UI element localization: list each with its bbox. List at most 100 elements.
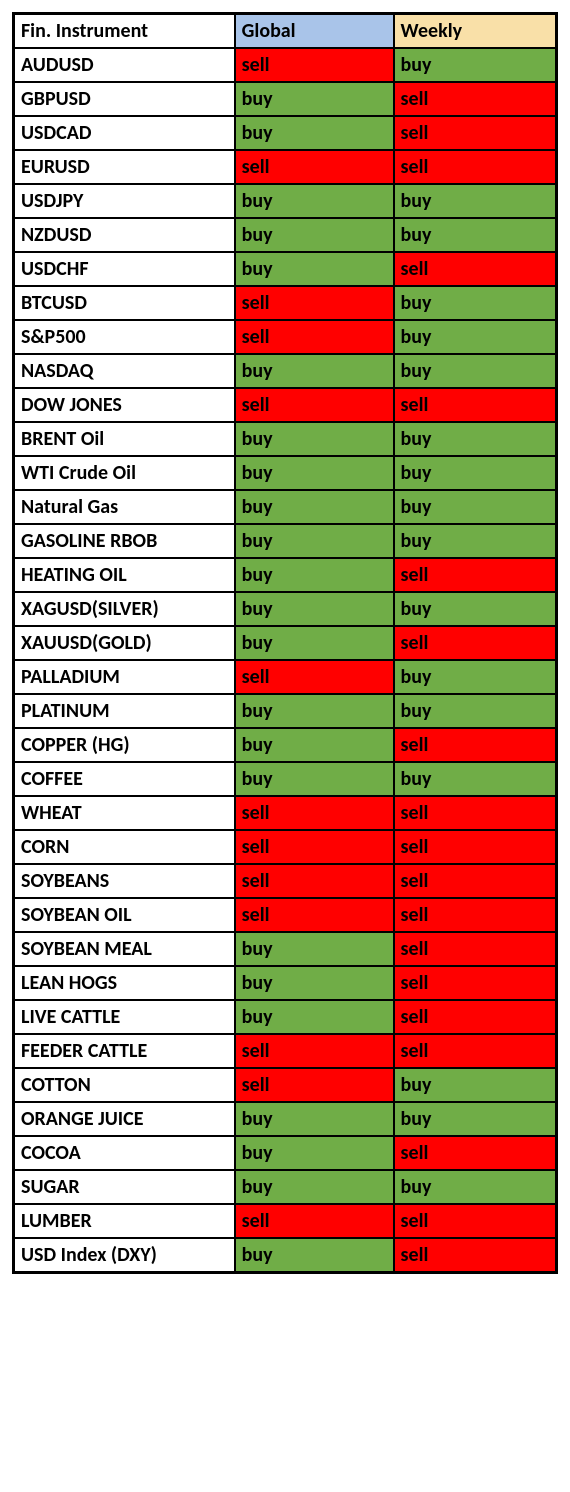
weekly-signal-cell: sell [394, 1034, 557, 1068]
weekly-signal-cell: sell [394, 898, 557, 932]
instrument-cell: LIVE CATTLE [14, 1000, 235, 1034]
instrument-cell: XAGUSD(SILVER) [14, 592, 235, 626]
table-row: BTCUSDsellbuy [14, 286, 557, 320]
table-row: DOW JONESsellsell [14, 388, 557, 422]
table-row: LEAN HOGSbuysell [14, 966, 557, 1000]
instrument-cell: HEATING OIL [14, 558, 235, 592]
table-row: S&P500sellbuy [14, 320, 557, 354]
table-row: NZDUSDbuybuy [14, 218, 557, 252]
table-row: Natural Gasbuybuy [14, 490, 557, 524]
table-row: SOYBEAN OILsellsell [14, 898, 557, 932]
global-signal-cell: buy [235, 592, 394, 626]
instrument-cell: SOYBEANS [14, 864, 235, 898]
global-signal-cell: sell [235, 48, 394, 82]
table-row: USD Index (DXY)buysell [14, 1238, 557, 1273]
table-row: BRENT Oilbuybuy [14, 422, 557, 456]
instrument-cell: WTI Crude Oil [14, 456, 235, 490]
table-row: XAUUSD(GOLD)buysell [14, 626, 557, 660]
table-row: XAGUSD(SILVER)buybuy [14, 592, 557, 626]
global-signal-cell: buy [235, 1136, 394, 1170]
weekly-signal-cell: sell [394, 796, 557, 830]
global-signal-cell: sell [235, 1034, 394, 1068]
weekly-signal-cell: sell [394, 1000, 557, 1034]
table-row: WTI Crude Oilbuybuy [14, 456, 557, 490]
global-signal-cell: buy [235, 456, 394, 490]
global-signal-cell: buy [235, 116, 394, 150]
table-row: COCOAbuysell [14, 1136, 557, 1170]
table-row: ORANGE JUICEbuybuy [14, 1102, 557, 1136]
table-row: COFFEEbuybuy [14, 762, 557, 796]
global-signal-cell: buy [235, 422, 394, 456]
weekly-signal-cell: buy [394, 660, 557, 694]
table-row: NASDAQbuybuy [14, 354, 557, 388]
instrument-cell: LEAN HOGS [14, 966, 235, 1000]
global-signal-cell: buy [235, 1000, 394, 1034]
table-row: SUGARbuybuy [14, 1170, 557, 1204]
instrument-cell: COCOA [14, 1136, 235, 1170]
global-signal-cell: sell [235, 150, 394, 184]
global-signal-cell: buy [235, 252, 394, 286]
weekly-signal-cell: buy [394, 1102, 557, 1136]
col-header-global: Global [235, 14, 394, 49]
weekly-signal-cell: sell [394, 932, 557, 966]
weekly-signal-cell: sell [394, 150, 557, 184]
instrument-cell: USDJPY [14, 184, 235, 218]
weekly-signal-cell: buy [394, 184, 557, 218]
instrument-cell: PALLADIUM [14, 660, 235, 694]
instrument-cell: PLATINUM [14, 694, 235, 728]
weekly-signal-cell: buy [394, 456, 557, 490]
weekly-signal-cell: sell [394, 864, 557, 898]
weekly-signal-cell: sell [394, 1136, 557, 1170]
global-signal-cell: sell [235, 796, 394, 830]
table-row: SOYBEAN MEALbuysell [14, 932, 557, 966]
global-signal-cell: buy [235, 932, 394, 966]
table-header-row: Fin. Instrument Global Weekly [14, 14, 557, 49]
instrument-cell: BRENT Oil [14, 422, 235, 456]
col-header-instrument: Fin. Instrument [14, 14, 235, 49]
global-signal-cell: sell [235, 320, 394, 354]
global-signal-cell: sell [235, 830, 394, 864]
global-signal-cell: buy [235, 1170, 394, 1204]
instrument-cell: CORN [14, 830, 235, 864]
instrument-cell: SOYBEAN OIL [14, 898, 235, 932]
instrument-cell: EURUSD [14, 150, 235, 184]
instrument-cell: COPPER (HG) [14, 728, 235, 762]
weekly-signal-cell: sell [394, 1238, 557, 1273]
instrument-cell: XAUUSD(GOLD) [14, 626, 235, 660]
table-row: LUMBERsellsell [14, 1204, 557, 1238]
global-signal-cell: sell [235, 660, 394, 694]
weekly-signal-cell: buy [394, 422, 557, 456]
global-signal-cell: buy [235, 762, 394, 796]
weekly-signal-cell: buy [394, 218, 557, 252]
table-row: FEEDER CATTLEsellsell [14, 1034, 557, 1068]
weekly-signal-cell: buy [394, 320, 557, 354]
table-row: AUDUSDsellbuy [14, 48, 557, 82]
table-row: EURUSDsellsell [14, 150, 557, 184]
instrument-cell: GBPUSD [14, 82, 235, 116]
weekly-signal-cell: sell [394, 728, 557, 762]
weekly-signal-cell: buy [394, 762, 557, 796]
weekly-signal-cell: buy [394, 286, 557, 320]
instrument-cell: Natural Gas [14, 490, 235, 524]
instrument-cell: FEEDER CATTLE [14, 1034, 235, 1068]
instrument-cell: WHEAT [14, 796, 235, 830]
global-signal-cell: sell [235, 286, 394, 320]
weekly-signal-cell: buy [394, 1068, 557, 1102]
table-row: COPPER (HG)buysell [14, 728, 557, 762]
global-signal-cell: buy [235, 558, 394, 592]
instrument-cell: LUMBER [14, 1204, 235, 1238]
global-signal-cell: buy [235, 966, 394, 1000]
table-row: USDCHFbuysell [14, 252, 557, 286]
global-signal-cell: buy [235, 354, 394, 388]
global-signal-cell: buy [235, 218, 394, 252]
global-signal-cell: buy [235, 1238, 394, 1273]
weekly-signal-cell: sell [394, 252, 557, 286]
table-row: USDCADbuysell [14, 116, 557, 150]
signals-table: Fin. Instrument Global Weekly AUDUSDsell… [12, 12, 558, 1274]
global-signal-cell: buy [235, 82, 394, 116]
weekly-signal-cell: buy [394, 48, 557, 82]
weekly-signal-cell: sell [394, 1204, 557, 1238]
global-signal-cell: buy [235, 1102, 394, 1136]
weekly-signal-cell: buy [394, 1170, 557, 1204]
instrument-cell: SOYBEAN MEAL [14, 932, 235, 966]
